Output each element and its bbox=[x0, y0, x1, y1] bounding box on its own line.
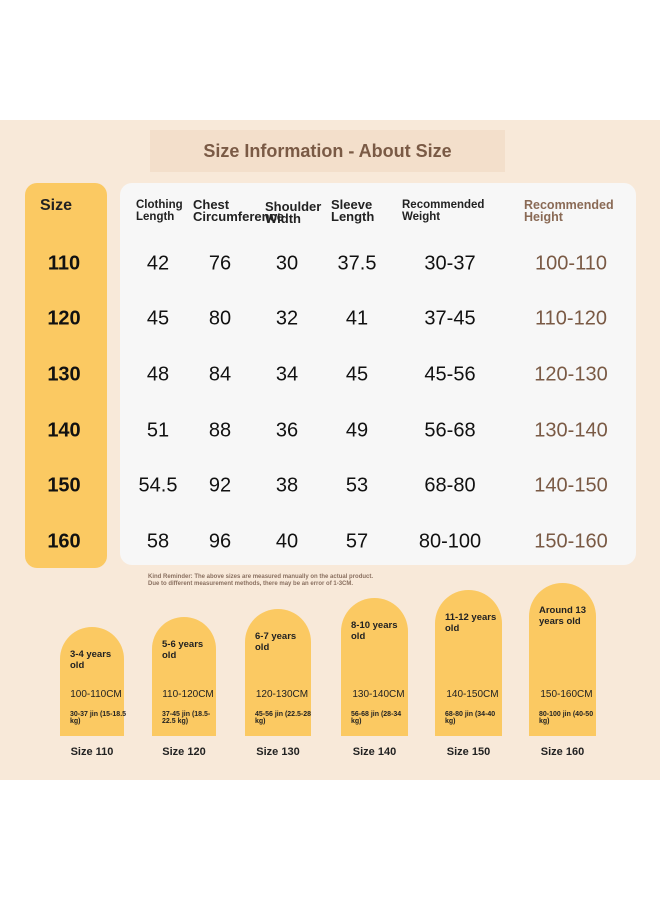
reminder: Due to different measurement methods, th… bbox=[148, 581, 354, 587]
table-cell: 54.5 bbox=[138, 474, 178, 497]
card-age: Around 13 years old bbox=[539, 605, 586, 627]
table-cell: 53 bbox=[345, 474, 369, 497]
size-label: 110 bbox=[47, 252, 81, 275]
table-cell: 42 bbox=[146, 252, 170, 275]
table-cell: 96 bbox=[208, 530, 232, 553]
table-cell: 37-45 bbox=[424, 307, 476, 330]
table-cell: 38 bbox=[275, 474, 299, 497]
table-cell: 30-37 bbox=[424, 252, 476, 275]
table-cell: 51 bbox=[146, 419, 170, 442]
title: Size Information - About Size bbox=[150, 130, 505, 172]
table-cell: 150-160 bbox=[534, 530, 608, 553]
column-header: Sleeve Length bbox=[331, 197, 375, 224]
card-weight: 30-37 jin (15-18.5 kg) bbox=[70, 711, 127, 725]
table-cell: 45 bbox=[345, 363, 369, 386]
table-cell: 80 bbox=[208, 307, 232, 330]
age-card bbox=[60, 627, 124, 736]
column-header: Shoulder Width bbox=[265, 199, 322, 226]
card-height: 140-150CM bbox=[446, 689, 499, 700]
size-column bbox=[25, 183, 107, 568]
table-cell: 49 bbox=[345, 419, 369, 442]
column-header: Recommended Weight bbox=[402, 199, 485, 223]
card-height: 110-120CM bbox=[162, 689, 214, 700]
size-label: 150 bbox=[47, 474, 81, 497]
table-cell: 100-110 bbox=[535, 252, 607, 275]
card-size: Size 140 bbox=[352, 746, 397, 758]
table-cell: 57 bbox=[345, 530, 369, 553]
card-height: 130-140CM bbox=[352, 689, 405, 700]
reminder: Kind Reminder: The above sizes are measu… bbox=[148, 574, 374, 580]
table-cell: 68-80 bbox=[424, 474, 476, 497]
card-size: Size 160 bbox=[540, 746, 585, 758]
size-label: 120 bbox=[47, 307, 81, 330]
size-label: 130 bbox=[47, 363, 81, 386]
table-cell: 88 bbox=[208, 419, 232, 442]
size-label: 160 bbox=[47, 530, 81, 553]
card-weight: 45-56 jin (22.5-28 kg) bbox=[255, 711, 312, 725]
age-card bbox=[529, 583, 596, 736]
age-card bbox=[152, 617, 216, 736]
column-header: Recommended Height bbox=[524, 198, 614, 224]
card-size: Size 150 bbox=[446, 746, 491, 758]
column-header: Clothing Length bbox=[136, 199, 183, 223]
table-cell: 41 bbox=[345, 307, 369, 330]
card-size: Size 130 bbox=[256, 746, 300, 758]
table-cell: 130-140 bbox=[534, 419, 608, 442]
card-height: 100-110CM bbox=[70, 689, 122, 700]
card-height: 120-130CM bbox=[255, 689, 309, 700]
table-cell: 40 bbox=[275, 530, 299, 553]
table-cell: 80-100 bbox=[418, 530, 482, 553]
table-cell: 32 bbox=[275, 307, 299, 330]
size-label: 140 bbox=[47, 419, 81, 442]
table-cell: 45-56 bbox=[424, 363, 476, 386]
card-weight: 68-80 jin (34-40 kg) bbox=[445, 711, 496, 725]
card-age: 11-12 years old bbox=[445, 612, 497, 634]
card-height: 150-160CM bbox=[540, 689, 593, 700]
column-header: Chest Circumference bbox=[193, 197, 285, 224]
table-cell: 36 bbox=[275, 419, 299, 442]
age-card bbox=[341, 598, 408, 736]
card-weight: 80-100 jin (40-50 kg) bbox=[539, 711, 594, 725]
table-cell: 48 bbox=[146, 363, 170, 386]
table-box bbox=[120, 183, 636, 565]
table-cell: 84 bbox=[208, 363, 232, 386]
table-cell: 110-120 bbox=[535, 307, 607, 330]
table-cell: 34 bbox=[275, 363, 299, 386]
table-cell: 30 bbox=[275, 252, 299, 275]
card-size: Size 120 bbox=[162, 746, 206, 758]
card-weight: 56-68 jin (28-34 kg) bbox=[351, 711, 402, 725]
table-cell: 37.5 bbox=[337, 252, 377, 275]
table-cell: 76 bbox=[208, 252, 232, 275]
card-weight: 37-45 jin (18.5-22.5 kg) bbox=[162, 711, 211, 725]
card-age: 8-10 years old bbox=[351, 620, 398, 642]
card-age: 3-4 years old bbox=[70, 649, 112, 671]
table-cell: 140-150 bbox=[534, 474, 608, 497]
table-cell: 56-68 bbox=[424, 419, 476, 442]
table-cell: 58 bbox=[146, 530, 170, 553]
age-card bbox=[245, 609, 311, 736]
card-size: Size 110 bbox=[70, 746, 114, 758]
size-header: Size bbox=[40, 197, 73, 214]
age-card bbox=[435, 590, 502, 736]
table-cell: 45 bbox=[146, 307, 170, 330]
table-cell: 92 bbox=[208, 474, 232, 497]
card-age: 5-6 years old bbox=[162, 639, 204, 661]
table-cell: 120-130 bbox=[534, 363, 608, 386]
card-age: 6-7 years old bbox=[255, 631, 297, 653]
